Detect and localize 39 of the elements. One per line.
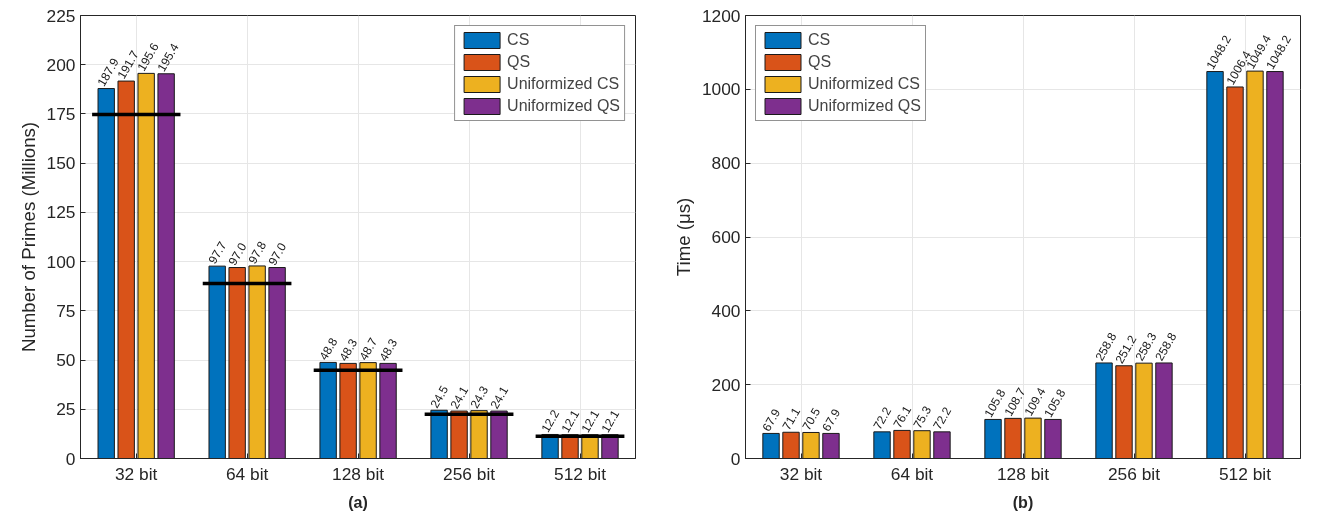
text: (b)	[1012, 493, 1034, 511]
y-tick-label: 200	[711, 374, 741, 395]
y-tick-label: 50	[56, 350, 76, 371]
x-tick-label: 64 bit	[890, 463, 934, 484]
x-tick-label: 256 bit	[1107, 463, 1161, 484]
legend-label: Uniformized QS	[808, 97, 921, 115]
y-tick-label: 0	[65, 448, 76, 469]
y-tick-label: 400	[711, 300, 741, 321]
legend-label: Uniformized CS	[507, 75, 620, 93]
y-tick-label: 225	[46, 5, 76, 26]
y-tick-label: 75	[56, 300, 76, 321]
legend-label: CS	[808, 31, 831, 49]
legend-label: QS	[507, 53, 531, 71]
text: (a)	[348, 493, 368, 511]
y-tick-label: 800	[711, 153, 741, 174]
y-tick-label: 175	[46, 103, 76, 124]
y-tick-label: 100	[46, 251, 76, 272]
x-tick-label: 512 bit	[554, 463, 607, 484]
y-tick-label: 1000	[701, 79, 741, 100]
y-tick-label: 150	[46, 153, 76, 174]
legend-label: CS	[507, 31, 530, 49]
legend-label: Uniformized CS	[808, 75, 921, 93]
x-tick-label: 512 bit	[1218, 463, 1272, 484]
legend-label: Uniformized QS	[507, 97, 620, 115]
x-tick-label: 256 bit	[443, 463, 496, 484]
y-axis-title: Time (μs)	[672, 197, 694, 277]
legend-label: QS	[808, 53, 832, 71]
y-tick-label: 600	[711, 227, 741, 247]
y-tick-label: 200	[46, 54, 76, 75]
x-tick-label: 128 bit	[996, 463, 1050, 484]
x-tick-label: 32 bit	[114, 463, 158, 484]
x-tick-label: 128 bit	[332, 463, 385, 484]
x-tick-label: 32 bit	[779, 463, 823, 484]
y-tick-label: 125	[46, 202, 76, 223]
y-tick-label: 0	[730, 448, 741, 469]
y-tick-label: 25	[56, 399, 76, 420]
y-axis-title: Number of Primes (Millions)	[17, 121, 39, 353]
y-tick-label: 1200	[701, 5, 741, 26]
x-tick-label: 64 bit	[225, 463, 269, 484]
